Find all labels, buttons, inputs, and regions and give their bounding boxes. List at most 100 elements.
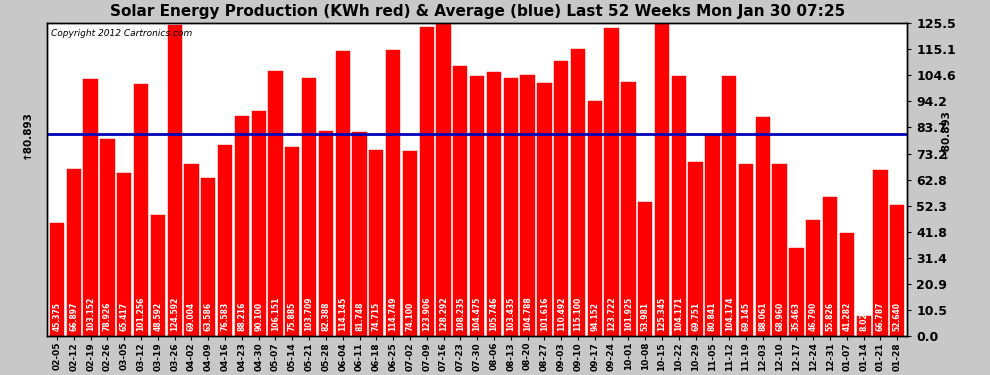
Bar	[83, 79, 98, 336]
Text: ↑80.893: ↑80.893	[22, 110, 32, 159]
Text: 103.435: 103.435	[506, 297, 515, 332]
Bar	[739, 164, 753, 336]
Bar	[302, 78, 316, 336]
Bar	[840, 233, 854, 336]
Text: 53.981: 53.981	[641, 302, 649, 332]
Bar	[873, 170, 888, 336]
Text: 101.256: 101.256	[137, 297, 146, 332]
Text: 123.906: 123.906	[423, 297, 432, 332]
Bar	[823, 197, 838, 336]
Text: 103.152: 103.152	[86, 297, 95, 332]
Bar	[639, 202, 652, 336]
Bar	[319, 131, 333, 336]
Bar	[285, 147, 299, 336]
Text: 48.592: 48.592	[153, 302, 162, 332]
Bar	[117, 173, 132, 336]
Text: 69.751: 69.751	[691, 302, 700, 332]
Bar	[100, 140, 115, 336]
Text: 68.960: 68.960	[775, 302, 784, 332]
Bar	[352, 132, 366, 336]
Text: 46.790: 46.790	[809, 302, 818, 332]
Text: 66.787: 66.787	[876, 302, 885, 332]
Text: 104.475: 104.475	[472, 297, 482, 332]
Text: 104.174: 104.174	[725, 297, 734, 332]
Text: Copyright 2012 Cartronics.com: Copyright 2012 Cartronics.com	[51, 29, 192, 38]
Bar	[184, 164, 199, 336]
Bar	[789, 248, 804, 336]
Bar	[386, 50, 400, 336]
Text: 88.061: 88.061	[758, 302, 767, 332]
Text: 63.586: 63.586	[204, 302, 213, 332]
Text: 45.375: 45.375	[52, 302, 61, 332]
Text: 103.709: 103.709	[305, 297, 314, 332]
Bar	[806, 220, 821, 336]
Bar	[571, 49, 585, 336]
Bar	[336, 51, 349, 336]
Text: 104.171: 104.171	[674, 297, 683, 332]
Bar	[134, 84, 148, 336]
Bar	[50, 223, 64, 336]
Text: 101.616: 101.616	[540, 297, 548, 332]
Text: 110.492: 110.492	[556, 297, 565, 332]
Bar	[470, 76, 484, 336]
Title: Solar Energy Production (KWh red) & Average (blue) Last 52 Weeks Mon Jan 30 07:2: Solar Energy Production (KWh red) & Aver…	[110, 4, 844, 19]
Text: 104.788: 104.788	[523, 297, 532, 332]
Text: 55.826: 55.826	[826, 302, 835, 332]
Text: 105.746: 105.746	[489, 297, 498, 332]
Bar	[554, 61, 568, 336]
Bar	[772, 164, 787, 336]
Bar	[705, 135, 720, 336]
Bar	[521, 75, 535, 336]
Bar	[605, 27, 619, 336]
Bar	[369, 150, 383, 336]
Text: 69.004: 69.004	[187, 302, 196, 332]
Text: 65.417: 65.417	[120, 302, 129, 332]
Text: 81.748: 81.748	[355, 302, 364, 332]
Bar	[890, 205, 905, 336]
Bar	[437, 16, 450, 336]
Text: 125.345: 125.345	[657, 297, 666, 332]
Text: 108.235: 108.235	[455, 297, 465, 332]
Bar	[722, 76, 737, 336]
Bar	[66, 170, 81, 336]
Text: 80.841: 80.841	[708, 302, 717, 332]
Text: 94.152: 94.152	[590, 302, 599, 332]
Bar	[453, 66, 467, 336]
Text: 88.216: 88.216	[238, 302, 247, 332]
Text: 101.925: 101.925	[624, 297, 633, 332]
Bar	[251, 111, 266, 336]
Text: 90.100: 90.100	[254, 302, 263, 332]
Bar	[218, 145, 233, 336]
Bar	[755, 117, 770, 336]
Bar	[201, 178, 216, 336]
Bar	[150, 215, 165, 336]
Bar	[671, 76, 686, 336]
Text: 106.151: 106.151	[271, 297, 280, 332]
Bar	[235, 116, 249, 336]
Text: 8.022: 8.022	[859, 308, 868, 332]
Text: 35.463: 35.463	[792, 302, 801, 332]
Bar	[167, 26, 182, 336]
Text: 74.715: 74.715	[372, 302, 381, 332]
Bar	[420, 27, 434, 336]
Text: 52.640: 52.640	[893, 302, 902, 332]
Bar	[504, 78, 518, 336]
Bar	[856, 316, 871, 336]
Text: 75.885: 75.885	[288, 302, 297, 332]
Text: 114.145: 114.145	[339, 297, 347, 332]
Text: ←80.893: ←80.893	[941, 110, 951, 159]
Bar	[487, 72, 501, 336]
Bar	[403, 152, 417, 336]
Bar	[654, 24, 669, 336]
Bar	[688, 162, 703, 336]
Text: 114.749: 114.749	[389, 297, 398, 332]
Bar	[622, 82, 636, 336]
Bar	[538, 83, 551, 336]
Text: 123.722: 123.722	[607, 297, 616, 332]
Text: 74.100: 74.100	[406, 302, 415, 332]
Text: 124.592: 124.592	[170, 297, 179, 332]
Text: 78.926: 78.926	[103, 302, 112, 332]
Text: 69.145: 69.145	[742, 302, 750, 332]
Text: 128.292: 128.292	[439, 297, 448, 332]
Text: 76.583: 76.583	[221, 302, 230, 332]
